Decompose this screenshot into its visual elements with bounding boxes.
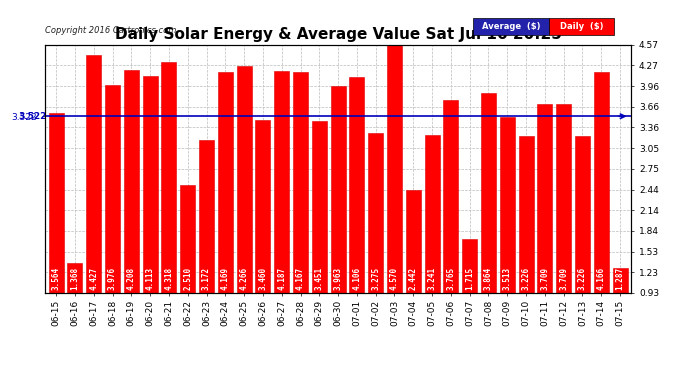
Text: 4.570: 4.570	[390, 267, 399, 291]
Bar	[143, 76, 157, 356]
Text: 4.187: 4.187	[277, 267, 286, 291]
Text: 4.318: 4.318	[164, 267, 173, 291]
Text: Average  ($): Average ($)	[482, 22, 540, 31]
Text: 3.460: 3.460	[259, 267, 268, 291]
Text: 3.963: 3.963	[333, 267, 343, 291]
Bar	[68, 263, 82, 356]
Text: 3.564: 3.564	[52, 267, 61, 291]
Bar	[86, 55, 101, 356]
Bar	[218, 72, 233, 356]
Text: 3.226: 3.226	[578, 267, 587, 291]
Bar	[594, 72, 609, 356]
Bar	[105, 86, 120, 356]
Bar	[331, 86, 346, 356]
Text: 3.275: 3.275	[371, 267, 380, 291]
Bar	[613, 268, 628, 356]
Text: 4.166: 4.166	[597, 267, 606, 291]
Bar	[519, 136, 533, 356]
Bar	[556, 104, 571, 356]
Text: 3.513: 3.513	[503, 267, 512, 291]
Text: 3.976: 3.976	[108, 267, 117, 291]
Bar	[124, 70, 139, 356]
Bar	[481, 93, 496, 356]
Text: 3.241: 3.241	[428, 267, 437, 291]
Bar	[575, 136, 590, 356]
Bar	[462, 239, 477, 356]
FancyBboxPatch shape	[473, 18, 549, 35]
Text: 3.522: 3.522	[19, 112, 47, 121]
Bar	[48, 113, 63, 356]
Bar	[312, 121, 327, 356]
Text: 4.427: 4.427	[89, 267, 98, 291]
Text: 4.167: 4.167	[296, 267, 305, 291]
Text: 3.864: 3.864	[484, 267, 493, 291]
Bar	[349, 76, 364, 356]
FancyBboxPatch shape	[549, 18, 614, 35]
Bar	[274, 71, 289, 356]
Bar	[424, 135, 440, 356]
Bar	[444, 100, 458, 356]
Text: 3.172: 3.172	[202, 267, 211, 291]
Bar	[368, 133, 383, 356]
Text: 4.113: 4.113	[146, 267, 155, 291]
Bar	[538, 104, 553, 356]
Bar	[293, 72, 308, 356]
Bar	[406, 190, 421, 356]
Text: 4.106: 4.106	[353, 267, 362, 291]
Bar	[387, 45, 402, 356]
Bar	[500, 117, 515, 356]
Text: Daily  ($): Daily ($)	[560, 22, 603, 31]
Bar	[237, 66, 252, 356]
Text: 3.226: 3.226	[522, 267, 531, 291]
Bar	[199, 140, 214, 356]
Bar	[180, 185, 195, 356]
Text: 1.287: 1.287	[615, 267, 624, 291]
Text: 4.266: 4.266	[239, 267, 248, 291]
Text: 4.208: 4.208	[127, 267, 136, 291]
Bar	[255, 120, 270, 356]
Text: 3.451: 3.451	[315, 267, 324, 291]
Bar	[161, 62, 177, 356]
Text: 1.715: 1.715	[465, 267, 474, 291]
Text: 2.510: 2.510	[184, 267, 193, 291]
Title: Daily Solar Energy & Average Value Sat Jul 16 20:25: Daily Solar Energy & Average Value Sat J…	[115, 27, 562, 42]
Text: Copyright 2016 Cartronics.com: Copyright 2016 Cartronics.com	[45, 26, 176, 35]
Text: 2.442: 2.442	[408, 267, 417, 291]
Text: 3.709: 3.709	[540, 267, 549, 291]
Text: 3.709: 3.709	[559, 267, 568, 291]
Text: 1.368: 1.368	[70, 267, 79, 291]
Text: 4.169: 4.169	[221, 267, 230, 291]
Text: 3.765: 3.765	[446, 267, 455, 291]
